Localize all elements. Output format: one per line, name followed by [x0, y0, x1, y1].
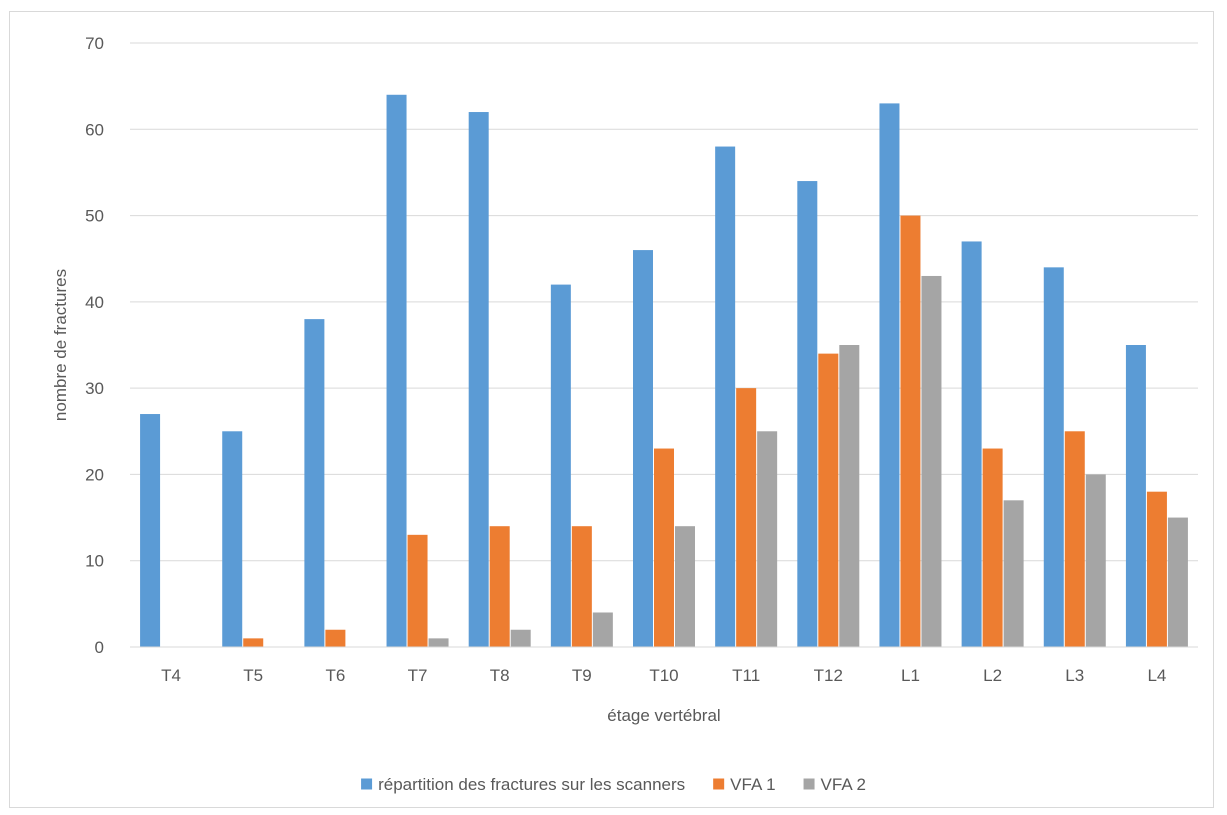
x-tick-label: T11	[732, 666, 760, 685]
y-axis-tick-labels: 0 10 20 30 40 50 60 70	[85, 34, 104, 657]
legend-swatch-series-2	[713, 778, 725, 790]
legend-swatch-series-3	[803, 778, 815, 790]
bar-L3-series-1	[1043, 267, 1064, 647]
bar-T9-series-2	[571, 526, 592, 647]
x-tick-label: T8	[490, 666, 510, 685]
y-tick-label: 20	[85, 465, 104, 484]
y-tick-label: 30	[85, 379, 104, 398]
bar-L2-series-3	[1003, 500, 1024, 647]
legend-swatch-series-1	[361, 778, 373, 790]
legend-label-series-3: VFA 2	[821, 775, 866, 794]
bar-T11-series-2	[736, 388, 757, 647]
bar-T7-series-1	[386, 94, 407, 648]
y-tick-label: 40	[85, 293, 104, 312]
bar-L1-series-3	[921, 275, 942, 647]
bar-L3-series-3	[1085, 474, 1106, 647]
x-tick-label: T4	[161, 666, 181, 685]
bar-T8-series-3	[510, 629, 531, 647]
x-tick-label: T7	[408, 666, 428, 685]
x-tick-label: T5	[243, 666, 263, 685]
bar-T10-series-1	[633, 250, 653, 648]
bar-T9-series-1	[550, 284, 571, 647]
y-tick-label: 10	[85, 552, 104, 571]
bar-T5-series-1	[222, 431, 243, 647]
bar-T12-series-3	[839, 345, 860, 647]
chart-area	[9, 11, 1214, 808]
bar-L4-series-1	[1125, 345, 1146, 647]
bar-T8-series-1	[468, 112, 489, 648]
bar-T10-series-2	[654, 448, 674, 647]
bar-T7-series-2	[407, 534, 428, 647]
bar-T5-series-2	[243, 638, 264, 647]
x-tick-label: L3	[1065, 666, 1084, 685]
x-axis-title: étage vertébral	[607, 706, 720, 725]
bar-L2-series-2	[982, 448, 1003, 647]
x-tick-label: L4	[1147, 666, 1166, 685]
bar-L3-series-2	[1064, 431, 1085, 647]
bar-T6-series-1	[304, 319, 325, 647]
bar-T11-series-3	[757, 431, 778, 647]
bar-L4-series-2	[1146, 491, 1167, 647]
bar-T7-series-3	[428, 638, 449, 647]
legend-label-series-1: répartition des fractures sur les scanne…	[378, 775, 685, 794]
bar-L4-series-3	[1167, 517, 1188, 647]
y-tick-label: 70	[85, 34, 104, 53]
bar-T10-series-3	[675, 526, 695, 647]
bar-T9-series-3	[592, 612, 613, 647]
bar-T6-series-2	[325, 629, 346, 647]
x-tick-label: T9	[572, 666, 592, 685]
x-axis-tick-labels: T4 T5 T6 T7 T8 T9 T10 T11 T12 L1 L2 L3 L4	[161, 666, 1166, 685]
y-tick-label: 0	[95, 638, 104, 657]
bar-T8-series-2	[489, 526, 510, 647]
bar-L1-series-1	[879, 103, 900, 647]
y-axis-title: nombre de fractures	[51, 269, 70, 421]
y-tick-label: 50	[85, 207, 104, 226]
x-tick-label: L2	[983, 666, 1002, 685]
bar-T12-series-1	[797, 181, 818, 648]
bar-L1-series-2	[900, 215, 921, 648]
x-tick-label: L1	[901, 666, 920, 685]
bar-T4-series-1	[140, 414, 161, 647]
bars	[140, 94, 1188, 648]
bar-L2-series-1	[961, 241, 982, 647]
y-tick-label: 60	[85, 120, 104, 139]
bar-T12-series-2	[818, 353, 839, 647]
x-tick-label: T12	[814, 666, 843, 685]
legend-label-series-2: VFA 1	[730, 775, 775, 794]
x-tick-label: T6	[325, 666, 345, 685]
x-tick-label: T10	[649, 666, 678, 685]
legend: répartition des fractures sur les scanne…	[361, 775, 866, 794]
bar-T11-series-1	[715, 146, 736, 648]
